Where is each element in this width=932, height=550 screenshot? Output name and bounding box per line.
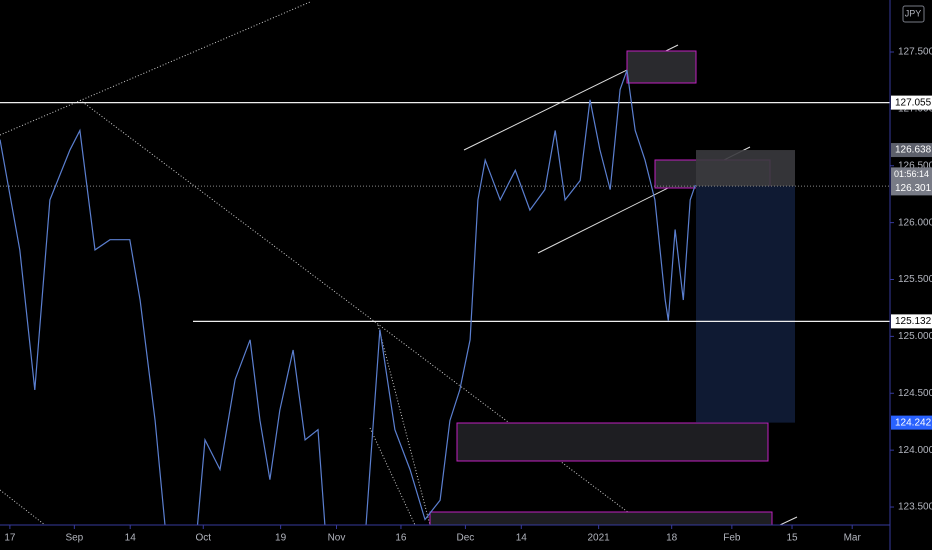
stop-label	[891, 143, 932, 158]
currency-label: JPY	[905, 8, 922, 18]
y-tick-label: 125.000	[898, 331, 932, 342]
trend-line	[0, 1, 311, 136]
target-label	[891, 415, 932, 430]
x-tick-label: Oct	[195, 533, 211, 544]
plot-area	[0, 1, 890, 525]
y-tick-label: 126.500	[898, 160, 932, 171]
target-area	[696, 186, 795, 423]
y-tick-label: 124.500	[898, 388, 932, 399]
level-label-text: 127.055	[895, 97, 932, 108]
y-tick-label: 124.000	[898, 445, 932, 456]
trend-line	[779, 516, 798, 525]
y-tick-label: 127.500	[898, 47, 932, 58]
y-tick-label: 125.500	[898, 274, 932, 285]
y-tick-label: 123.500	[898, 502, 932, 513]
x-tick-label: 16	[395, 533, 407, 544]
x-tick-label: Mar	[844, 533, 862, 544]
stop-label-text: 126.638	[895, 145, 932, 156]
x-tick-label: 15	[786, 533, 798, 544]
x-tick-label: 2021	[588, 533, 611, 544]
x-tick-label: Sep	[65, 533, 83, 544]
target-label-text: 124.242	[895, 417, 932, 428]
supply-zone	[626, 50, 697, 84]
x-tick-label: Nov	[328, 533, 346, 544]
level-label-text: 125.132	[895, 316, 932, 327]
x-tick-label: 14	[125, 533, 137, 544]
stop-area	[696, 150, 795, 187]
demand-zone	[429, 511, 773, 525]
last-price-badge	[891, 167, 932, 196]
x-tick-label: 18	[666, 533, 678, 544]
x-tick-label: 19	[275, 533, 287, 544]
x-tick-label: Dec	[457, 533, 475, 544]
trend-line	[0, 489, 46, 525]
level-label	[891, 314, 932, 329]
currency-badge[interactable]	[902, 5, 925, 23]
price-line	[0, 69, 696, 525]
x-tick-label: Feb	[723, 533, 741, 544]
last-price-label: 126.301	[895, 183, 932, 194]
x-tick-label: 14	[516, 533, 528, 544]
countdown: 01:56:14	[894, 169, 929, 179]
trend-line	[79, 99, 646, 525]
y-tick-label: 126.000	[898, 217, 932, 228]
x-tick-label: 17	[4, 533, 16, 544]
demand-zone	[456, 422, 769, 462]
level-label	[891, 95, 932, 110]
